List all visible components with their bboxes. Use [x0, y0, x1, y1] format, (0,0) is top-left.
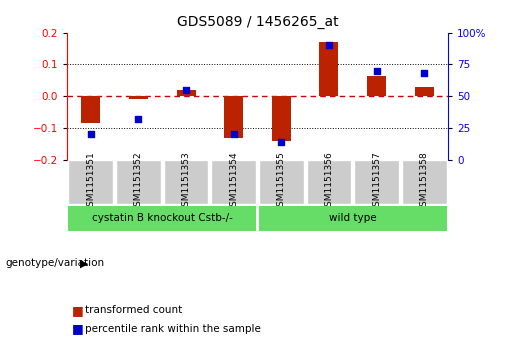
Text: GSM1151356: GSM1151356: [324, 152, 333, 212]
Bar: [319, 42, 338, 96]
Text: ■: ■: [72, 304, 84, 317]
Text: GSM1151358: GSM1151358: [420, 152, 428, 212]
Text: cystatin B knockout Cstb-/-: cystatin B knockout Cstb-/-: [92, 213, 233, 223]
Point: [277, 139, 285, 145]
Bar: [68, 160, 113, 204]
Bar: [272, 96, 291, 141]
Point: [230, 131, 238, 137]
Text: transformed count: transformed count: [85, 305, 182, 315]
Point: [182, 87, 190, 93]
Point: [420, 70, 428, 76]
Point: [87, 131, 95, 137]
Text: GSM1151353: GSM1151353: [182, 152, 191, 212]
Point: [372, 68, 381, 74]
Text: genotype/variation: genotype/variation: [5, 258, 104, 268]
Text: GSM1151351: GSM1151351: [87, 152, 95, 212]
Text: GSM1151352: GSM1151352: [134, 152, 143, 212]
Bar: [81, 96, 100, 123]
Bar: [415, 87, 434, 96]
Bar: [164, 160, 209, 204]
Bar: [367, 76, 386, 96]
Bar: [259, 206, 447, 231]
Bar: [177, 90, 196, 96]
Bar: [129, 96, 148, 99]
Text: wild type: wild type: [329, 213, 376, 223]
Point: [325, 42, 333, 48]
Point: [134, 116, 143, 122]
Bar: [402, 160, 447, 204]
Bar: [354, 160, 399, 204]
Bar: [116, 160, 161, 204]
Bar: [259, 160, 304, 204]
Bar: [224, 96, 243, 138]
Text: ▶: ▶: [80, 258, 89, 268]
Text: percentile rank within the sample: percentile rank within the sample: [85, 323, 261, 334]
Text: GSM1151354: GSM1151354: [229, 152, 238, 212]
Bar: [68, 206, 256, 231]
Bar: [306, 160, 351, 204]
Text: GSM1151355: GSM1151355: [277, 152, 286, 212]
Bar: [211, 160, 256, 204]
Text: ■: ■: [72, 322, 84, 335]
Title: GDS5089 / 1456265_at: GDS5089 / 1456265_at: [177, 15, 338, 29]
Text: GSM1151357: GSM1151357: [372, 152, 381, 212]
